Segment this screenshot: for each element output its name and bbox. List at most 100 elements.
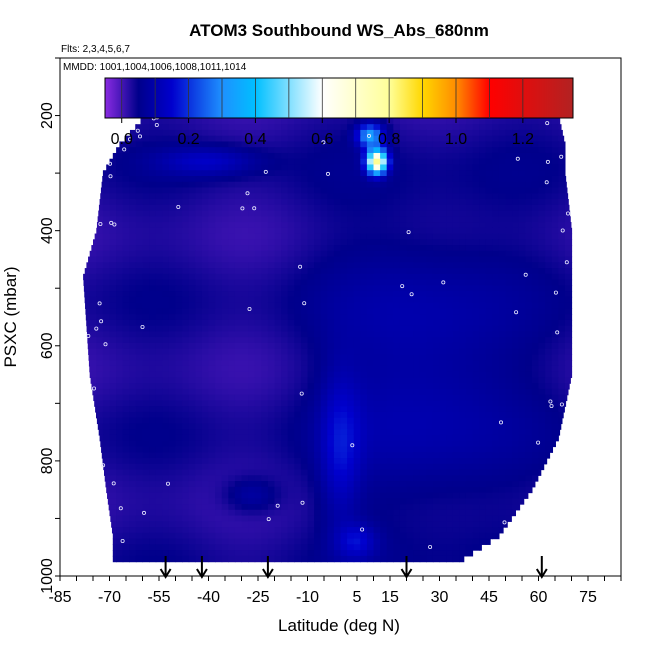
heatmap-cell xyxy=(188,158,196,166)
heatmap-cell xyxy=(142,325,150,332)
heatmap-cell xyxy=(333,227,342,235)
heatmap-cell xyxy=(109,400,117,407)
heatmap-cell xyxy=(347,296,355,304)
heatmap-cell xyxy=(248,354,256,361)
heatmap-cell xyxy=(320,256,328,263)
heatmap-cell xyxy=(525,262,533,269)
heatmap-cell xyxy=(254,152,262,160)
heatmap-cell xyxy=(386,388,394,396)
heatmap-cell xyxy=(287,158,295,166)
heatmap-cell xyxy=(333,164,342,171)
heatmap-cell xyxy=(432,296,441,304)
heatmap-cell xyxy=(307,262,315,269)
heatmap-cell xyxy=(112,152,117,160)
heatmap-cell xyxy=(142,446,150,453)
heatmap-cell xyxy=(360,227,368,235)
heatmap-cell xyxy=(162,124,170,131)
heatmap-cell xyxy=(393,124,401,131)
heatmap-cell xyxy=(195,423,203,430)
heatmap-cell xyxy=(492,469,500,476)
heatmap-cell xyxy=(498,475,507,482)
heatmap-cell xyxy=(446,394,454,402)
heatmap-cell xyxy=(135,354,144,361)
heatmap-cell xyxy=(142,141,150,148)
heatmap-cell xyxy=(221,463,229,471)
heatmap-cell xyxy=(498,152,507,160)
heatmap-cell xyxy=(261,434,269,442)
heatmap-cell xyxy=(419,371,427,379)
heatmap-cell xyxy=(241,233,249,240)
heatmap-cell xyxy=(208,492,216,499)
heatmap-cell xyxy=(320,486,328,494)
heatmap-cell xyxy=(558,417,563,425)
heatmap-cell xyxy=(465,354,474,361)
heatmap-cell xyxy=(261,504,269,511)
heatmap-cell xyxy=(525,239,533,246)
heatmap-cell xyxy=(320,296,328,304)
heatmap-cell xyxy=(287,262,295,269)
heatmap-cell xyxy=(88,360,91,367)
heatmap-cell xyxy=(366,193,375,200)
heatmap-cell xyxy=(479,273,487,281)
heatmap-cell xyxy=(399,250,408,258)
heatmap-cell xyxy=(221,233,229,240)
heatmap-cell xyxy=(208,360,216,367)
heatmap-cell xyxy=(347,388,355,396)
heatmap-cell xyxy=(234,216,243,223)
heatmap-cell xyxy=(215,504,223,511)
heatmap-cell xyxy=(459,308,467,315)
heatmap-cell xyxy=(294,492,302,499)
heatmap-cell xyxy=(512,498,520,505)
heatmap-cell xyxy=(512,199,520,206)
heatmap-cell xyxy=(129,216,137,223)
heatmap-cell xyxy=(413,463,421,471)
heatmap-cell xyxy=(531,452,540,459)
heatmap-cell xyxy=(360,181,368,189)
heatmap-cell xyxy=(512,135,520,143)
heatmap-cell xyxy=(155,222,163,229)
heatmap-cell xyxy=(538,291,546,298)
heatmap-cell xyxy=(465,452,474,459)
heatmap-cell xyxy=(314,118,322,125)
heatmap-cell xyxy=(168,475,177,482)
heatmap-cell xyxy=(531,296,540,304)
heatmap-cell xyxy=(419,141,427,148)
heatmap-cell xyxy=(109,262,117,269)
heatmap-cell xyxy=(386,141,394,148)
heatmap-cell xyxy=(155,354,163,361)
heatmap-cell xyxy=(129,152,137,160)
heatmap-cell xyxy=(479,498,487,505)
heatmap-cell xyxy=(320,423,328,430)
heatmap-cell xyxy=(261,233,269,240)
heatmap-cell xyxy=(294,239,302,246)
heatmap-cell xyxy=(525,210,533,217)
heatmap-cell xyxy=(492,245,500,252)
heatmap-cell xyxy=(492,147,500,154)
heatmap-cell xyxy=(234,129,243,137)
heatmap-cell xyxy=(182,411,190,419)
heatmap-cell xyxy=(386,440,394,448)
heatmap-cell xyxy=(347,147,355,154)
heatmap-cell xyxy=(208,411,216,419)
heatmap-cell xyxy=(122,285,130,292)
heatmap-cell xyxy=(241,492,249,499)
heatmap-cell xyxy=(373,239,381,246)
heatmap-cell xyxy=(333,216,342,223)
heatmap-cell xyxy=(512,227,520,235)
heatmap-cell xyxy=(439,348,447,356)
heatmap-cell xyxy=(142,175,150,183)
heatmap-cell xyxy=(215,319,223,327)
heatmap-cell xyxy=(551,325,559,332)
heatmap-cell xyxy=(155,147,163,154)
heatmap-cell xyxy=(307,291,315,298)
heatmap-cell xyxy=(386,434,394,442)
heatmap-cell xyxy=(274,187,282,194)
heatmap-cell xyxy=(333,463,342,471)
heatmap-cell xyxy=(426,469,434,476)
heatmap-cell xyxy=(241,210,249,217)
heatmap-cell xyxy=(129,406,137,413)
heatmap-cell xyxy=(505,429,513,436)
heatmap-cell xyxy=(413,233,421,240)
heatmap-cell xyxy=(215,331,223,338)
heatmap-cell xyxy=(135,158,144,166)
